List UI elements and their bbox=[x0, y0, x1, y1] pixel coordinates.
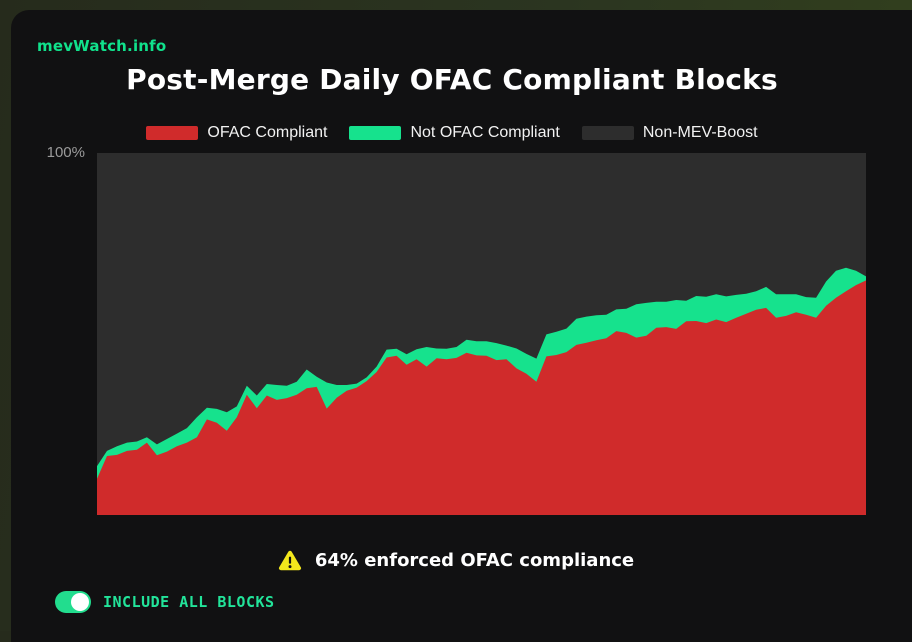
legend-swatch-dark bbox=[581, 126, 634, 140]
legend-swatch-red bbox=[146, 126, 199, 140]
warning-triangle-icon bbox=[278, 550, 301, 570]
legend-label: Non-MEV-Boost bbox=[642, 124, 758, 141]
brand-link[interactable]: mevWatch.info bbox=[37, 37, 167, 55]
include-all-blocks-label[interactable]: INCLUDE ALL BLOCKS bbox=[103, 593, 275, 611]
chart-canvas bbox=[97, 267, 866, 515]
legend-label: Not OFAC Compliant bbox=[410, 124, 560, 141]
y-axis-top-label: 100% bbox=[46, 144, 85, 161]
legend-label: OFAC Compliant bbox=[207, 124, 328, 141]
main-card: mevWatch.info Post-Merge Daily OFAC Comp… bbox=[11, 10, 912, 642]
legend-swatch-green bbox=[349, 126, 402, 140]
chart-legend: OFAC Compliant Not OFAC Compliant Non-ME… bbox=[11, 123, 893, 143]
include-all-blocks-toggle[interactable] bbox=[55, 591, 91, 613]
page-title: Post-Merge Daily OFAC Compliant Blocks bbox=[126, 63, 778, 96]
ofac-compliant-area bbox=[97, 280, 866, 515]
include-all-blocks-control: INCLUDE ALL BLOCKS bbox=[55, 591, 275, 613]
legend-item-non-mev-boost[interactable]: Non-MEV-Boost bbox=[581, 124, 758, 142]
toggle-knob bbox=[71, 593, 89, 611]
compliance-status-row: 64% enforced OFAC compliance bbox=[11, 546, 901, 574]
compliance-status-text: 64% enforced OFAC compliance bbox=[314, 549, 635, 571]
legend-item-not-ofac-compliant[interactable]: Not OFAC Compliant bbox=[349, 124, 560, 142]
legend-item-ofac-compliant[interactable]: OFAC Compliant bbox=[146, 124, 327, 142]
stacked-area-chart[interactable] bbox=[97, 153, 866, 515]
